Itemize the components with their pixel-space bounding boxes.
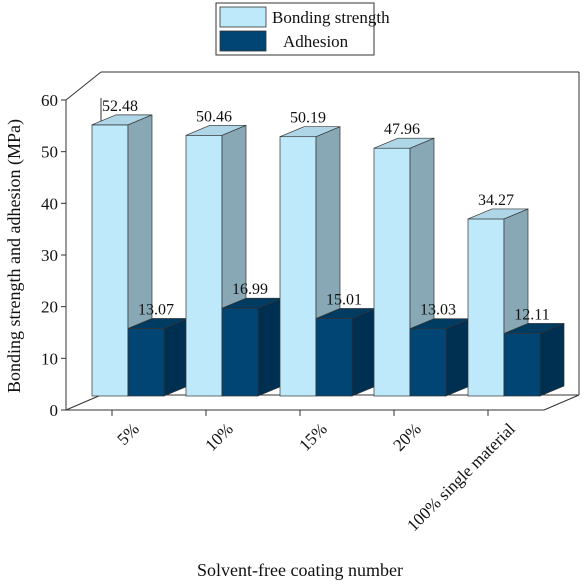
bar-front — [185, 134, 223, 397]
bar-front — [503, 333, 541, 397]
bar-front — [315, 318, 353, 397]
data-label: 12.11 — [514, 306, 549, 323]
y-tick-label: 30 — [41, 246, 58, 265]
bar-side — [257, 297, 283, 397]
legend-swatch-adhesion — [219, 30, 267, 52]
data-label: 16.99 — [232, 281, 268, 298]
legend-label-bonding-strength: Bonding strength — [272, 8, 390, 27]
y-tick-label: 50 — [41, 143, 58, 162]
bar-bonding-strength: 50.19 — [279, 110, 341, 397]
bar-top — [503, 323, 565, 334]
bar-side — [539, 322, 565, 397]
data-label: 50.46 — [196, 108, 232, 125]
bar-top — [373, 137, 435, 149]
bars: 52.48 13.07 50.46 16.99 50.19 15.01 47.96 13.03… — [91, 98, 565, 397]
bar-adhesion: 15.01 — [315, 291, 377, 397]
bar-adhesion: 13.07 — [127, 301, 189, 397]
bar-top — [185, 124, 247, 136]
legend-label-adhesion: Adhesion — [283, 32, 349, 51]
data-label: 13.07 — [138, 301, 174, 318]
y-axis: 0 10 20 30 40 50 60 — [41, 91, 66, 420]
data-label: 13.03 — [420, 302, 456, 319]
x-tick-label: 5% — [113, 419, 142, 448]
x-axis-title: Solvent-free coating number — [197, 560, 403, 580]
x-tick-label: 10% — [201, 419, 236, 454]
bar-side — [351, 307, 377, 397]
data-label: 34.27 — [478, 192, 514, 209]
bar-front — [221, 307, 259, 397]
data-label: 15.01 — [326, 291, 362, 308]
floor-depth-left — [65, 394, 102, 411]
x-axis: 5% 10% 15% 20%100% single material — [111, 410, 519, 535]
data-label: 50.19 — [290, 110, 326, 127]
bar-front — [127, 328, 165, 397]
data-label: 47.96 — [384, 121, 420, 138]
bar-side — [163, 317, 189, 397]
bar-front — [279, 136, 317, 397]
y-tick-label: 40 — [41, 194, 58, 213]
data-label: 52.48 — [102, 98, 138, 115]
bar-top — [91, 114, 153, 126]
bar-adhesion: 16.99 — [221, 281, 283, 397]
y-axis-title: Bonding strength and adhesion (MPa) — [4, 119, 25, 393]
bar-adhesion: 13.03 — [409, 302, 471, 397]
bar-front — [467, 218, 505, 397]
x-tick-label: 20% — [389, 419, 424, 454]
legend: Bonding strength Adhesion — [215, 2, 390, 56]
y-axis-depth-top — [65, 71, 102, 101]
y-tick-label: 0 — [50, 401, 59, 420]
bar-top — [279, 126, 341, 138]
bar-top — [467, 208, 529, 220]
bar-front — [373, 147, 411, 397]
y-tick-label: 60 — [41, 91, 58, 110]
bar-bonding-strength: 34.27 — [467, 192, 529, 397]
y-tick-label: 10 — [41, 349, 58, 368]
x-tick-label: 15% — [295, 419, 330, 454]
bar-side — [445, 318, 471, 397]
bar-front — [91, 124, 129, 397]
y-tick-label: 20 — [41, 298, 58, 317]
legend-swatch-bonding-strength — [219, 6, 267, 28]
floor-depth-right — [543, 394, 580, 411]
bar-front — [409, 328, 447, 397]
bar-adhesion: 12.11 — [503, 306, 565, 397]
